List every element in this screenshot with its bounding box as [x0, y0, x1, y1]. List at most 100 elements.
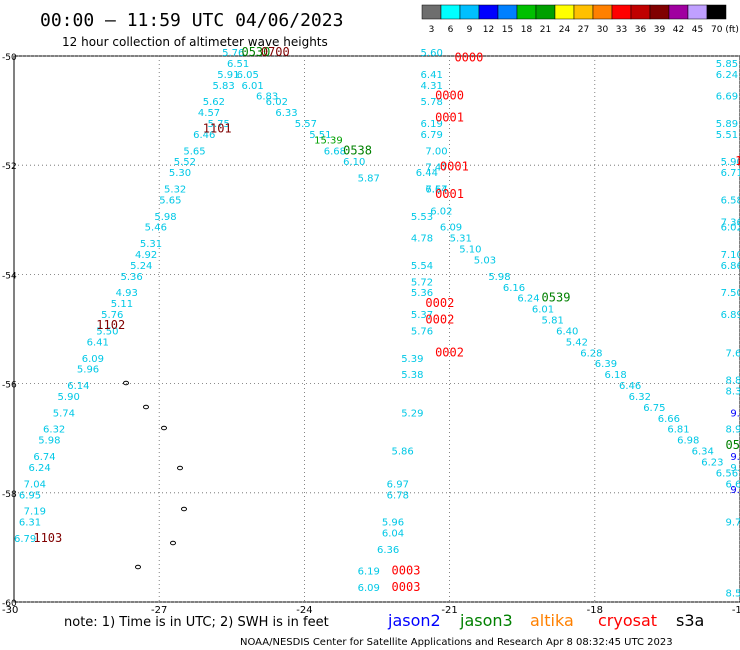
data-point-label: 6.02 [721, 223, 740, 234]
data-point-label: 7.04 [24, 479, 46, 490]
data-point-label: 6.74 [33, 452, 55, 463]
data-point-label: 115 [735, 154, 740, 168]
data-point-label: 6.19 [358, 567, 380, 578]
legend-swatch [630, 4, 651, 20]
data-point-label: 5.30 [169, 168, 191, 179]
data-point-label: 6.01 [532, 305, 554, 316]
data-point-label: 6.86 [721, 261, 740, 272]
data-point-label: 5.98 [154, 212, 176, 223]
data-point-label: 8.90 [725, 425, 740, 436]
data-point-label: 4.57 [198, 108, 220, 119]
x-tick-label: -18 [587, 605, 603, 616]
data-point-label: 6.46 [619, 381, 641, 392]
data-point-label: 6.33 [275, 108, 297, 119]
data-point-label: 6.04 [382, 528, 404, 539]
y-tick-label: -56 [2, 381, 17, 391]
legend-label: 39 [654, 25, 666, 35]
data-point-label: 7.00 [425, 146, 447, 157]
data-point-label: 6.95 [19, 490, 41, 501]
data-point-label: 5.54 [411, 261, 433, 272]
data-point-label: 9.1 [730, 485, 740, 496]
data-point-label: 6.05 [237, 70, 259, 81]
data-point-label: 6.28 [580, 348, 602, 359]
data-point-label: 5.36 [411, 288, 433, 299]
legend-label: 30 [597, 25, 609, 35]
data-point-label: 5.90 [721, 157, 740, 168]
data-point-label: 7.67 [425, 185, 447, 196]
data-point-label: 9.0 [730, 452, 740, 463]
mission-label: altika [530, 611, 574, 630]
data-point-label: 6.97 [387, 479, 409, 490]
legend-swatch [478, 4, 499, 20]
island-outline [181, 506, 187, 512]
data-point-label: 0538 [343, 143, 372, 157]
chart-subtitle: 12 hour collection of altimeter wave hei… [62, 35, 328, 49]
data-point-label: 0001 [440, 160, 469, 174]
data-point-label: 5.60 [421, 48, 443, 59]
data-point-label: 5.87 [358, 174, 380, 185]
data-point-label: 5.36 [120, 272, 142, 283]
data-point-label: 6.31 [19, 518, 41, 529]
plot-frame [13, 55, 740, 603]
data-point-label: 5.83 [212, 81, 234, 92]
data-point-label: 5.38 [401, 370, 423, 381]
data-point-label: 8.30 [725, 387, 740, 398]
data-point-label: 5.37 [411, 310, 433, 321]
data-point-label: 6.36 [377, 545, 399, 556]
y-tick-label: -52 [2, 162, 17, 172]
data-point-label: 6.23 [701, 458, 723, 469]
data-points: 5.766.516.055.915.83 6.015.62 6.836.024.57… [14, 45, 740, 600]
legend-label: 70 (ft) [711, 25, 739, 35]
island-outline [143, 404, 149, 410]
legend-label: 6 [448, 25, 454, 35]
data-point-label: 6.58 [721, 195, 740, 206]
legend-swatch [421, 4, 442, 20]
data-point-label: 5.11 [111, 299, 133, 310]
data-point-label: 5.90 [58, 392, 80, 403]
data-point-label: 6.19 [421, 119, 443, 130]
data-point-label: 6.68 [324, 146, 346, 157]
data-point-label: 6.56 [716, 468, 738, 479]
data-point-label: 6.40 [556, 326, 578, 337]
data-point-label: 5.65 [159, 195, 181, 206]
data-point-label: 0700 [261, 45, 290, 59]
color-legend: 3 6 9 12 15 18 21 24 27 30 33 36 39 42 45 70 (ft) [421, 4, 739, 35]
data-point-label: 5.72 [411, 277, 433, 288]
legend-swatch [592, 4, 613, 20]
legend-label: 9 [467, 25, 473, 35]
legend-label: 45 [692, 25, 703, 35]
data-point-label: 5.65 [183, 146, 205, 157]
chart-title: 00:00 – 11:59 UTC 04/06/2023 [40, 10, 343, 31]
data-point-label: 5.46 [145, 223, 167, 234]
data-point-label: 6.54 [425, 185, 447, 196]
data-point-label: 6.39 [595, 359, 617, 370]
data-point-label: 6.83 [256, 92, 278, 103]
footer-credit: NOAA/NESDIS Center for Satellite Applica… [240, 637, 673, 648]
x-tick-label: -27 [151, 605, 167, 616]
data-point-label: 6.14 [67, 381, 89, 392]
legend-label: 27 [578, 25, 589, 35]
data-point-label: 6.09 [82, 354, 104, 365]
legend-swatch [706, 4, 727, 20]
data-point-label: 5.86 [392, 447, 414, 458]
data-point-label: 5.42 [566, 337, 588, 348]
data-point-label: 5.32 [164, 185, 186, 196]
data-point-label: 6.16 [503, 283, 525, 294]
data-point-label: 6.89 [721, 310, 740, 321]
data-point-label: 5.10 [459, 245, 481, 256]
data-point-label: 6.41 [421, 70, 443, 81]
data-point-label: 6.10 [343, 157, 365, 168]
mission-label: s3a [676, 611, 704, 630]
legend-swatch [573, 4, 594, 20]
data-point-label: 5.31 [450, 234, 472, 245]
mission-label: cryosat [598, 611, 657, 630]
grid-lines [14, 55, 740, 603]
legend-swatch [497, 4, 518, 20]
data-point-label: 6.18 [604, 370, 626, 381]
island-outline [123, 380, 129, 386]
legend-swatch [668, 4, 689, 20]
data-point-label: 15.39 [314, 135, 343, 146]
legend-swatch [611, 4, 632, 20]
x-tick-label: -24 [296, 605, 312, 616]
data-point-label: 0530 [241, 45, 270, 59]
